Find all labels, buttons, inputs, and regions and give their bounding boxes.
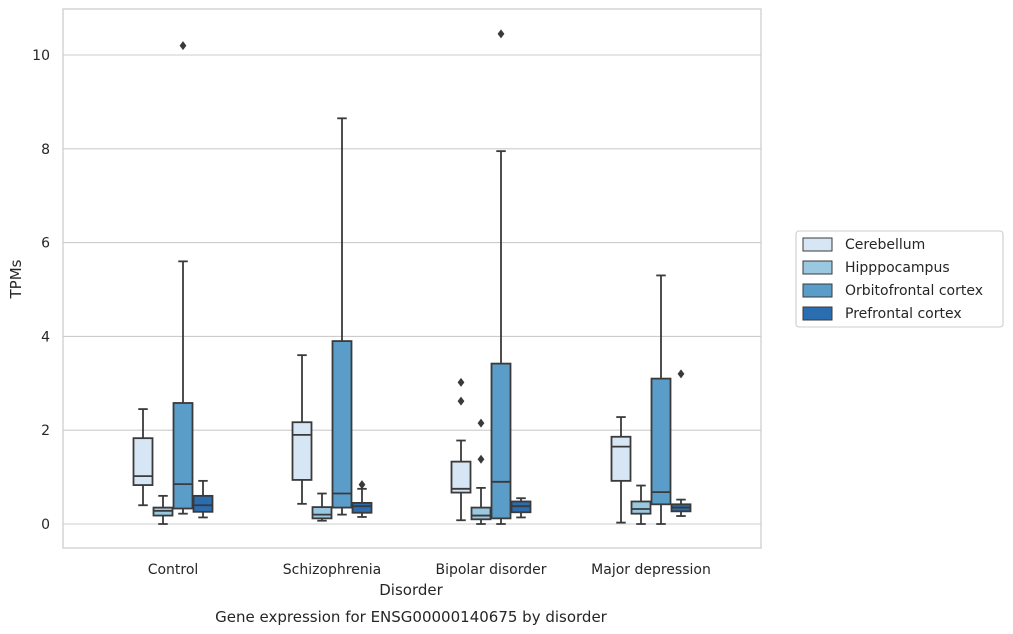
x-tick-label: Major depression (591, 562, 711, 578)
legend-frame (795, 230, 1004, 328)
outlier-point (477, 418, 485, 428)
legend-swatch (802, 237, 833, 252)
box (132, 408, 154, 507)
box (351, 480, 373, 518)
y-tick-labels: 0 2 4 6 8 10 (32, 48, 50, 533)
legend-label: Prefrontal cortex (845, 306, 962, 322)
legend-swatch (802, 283, 833, 298)
y-tick-label: 6 (41, 236, 50, 252)
x-axis-label: Disorder (379, 581, 443, 599)
y-tick-label: 0 (41, 517, 50, 533)
box (630, 484, 652, 525)
legend-label: Hipppocampus (845, 260, 950, 276)
x-tick-label: Bipolar disorder (435, 562, 546, 578)
box-iqr (172, 402, 194, 510)
box-plot-series (132, 29, 692, 525)
box (610, 416, 632, 524)
box-iqr (470, 506, 492, 521)
y-tick-label: 8 (41, 142, 50, 158)
box (510, 497, 532, 519)
box (470, 418, 492, 525)
figure-caption: Gene expression for ENSG00000140675 by d… (215, 608, 608, 626)
plot-frame (62, 8, 762, 549)
outlier-point (358, 480, 366, 490)
box (152, 494, 174, 525)
outlier-point (457, 396, 465, 406)
box-iqr (291, 421, 313, 481)
box-iqr (630, 500, 652, 515)
box (670, 369, 692, 517)
series-orbitofrontal-cortex (172, 29, 672, 525)
box-iqr (490, 362, 512, 520)
outlier-point (677, 369, 685, 379)
y-tick-label: 2 (41, 423, 50, 439)
legend-swatch (802, 306, 833, 321)
legend-swatch (802, 260, 833, 275)
legend-label: Orbitofrontal cortex (845, 283, 983, 299)
box-iqr (450, 460, 472, 494)
series-hipppocampus (152, 418, 652, 525)
box-iqr (311, 506, 333, 520)
x-tick-label: Schizophrenia (283, 562, 381, 578)
box-iqr (610, 435, 632, 482)
box (172, 41, 194, 515)
series-cerebellum (132, 354, 632, 524)
outlier-point (497, 29, 505, 39)
box (331, 117, 353, 516)
outlier-point (477, 454, 485, 464)
y-axis-label: TPMs (7, 259, 25, 299)
box (650, 274, 672, 525)
box-iqr (650, 377, 672, 506)
box (311, 492, 333, 522)
box-iqr (351, 501, 373, 514)
box (490, 29, 512, 525)
box (450, 377, 472, 522)
box-iqr (331, 340, 353, 509)
y-tick-label: 4 (41, 329, 50, 345)
legend-label: Cerebellum (845, 237, 925, 253)
x-tick-label: Control (148, 562, 199, 578)
outlier-point (179, 41, 187, 51)
box-iqr (132, 437, 154, 486)
y-tick-label: 10 (32, 48, 50, 64)
outlier-point (457, 377, 465, 387)
legend: Cerebellum Hipppocampus Orbitofrontal cort… (795, 230, 1004, 328)
box-iqr (192, 494, 214, 513)
series-prefrontal-cortex (192, 369, 692, 519)
box (192, 479, 214, 519)
box (291, 354, 313, 505)
x-tick-labels: Control Schizophrenia Bipolar disorder Majo… (148, 562, 711, 578)
